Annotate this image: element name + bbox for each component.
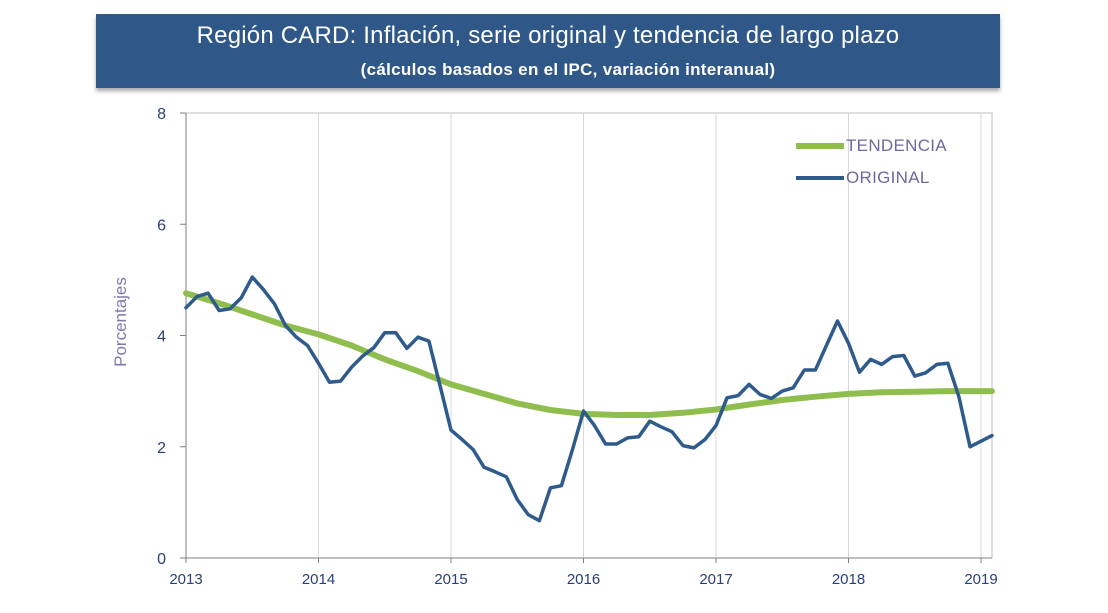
y-tick-label-2: 2 [157, 440, 166, 457]
chart-title: Región CARD: Inflación, serie original y… [196, 22, 900, 49]
legend-item-original: ORIGINAL [796, 162, 947, 194]
legend-label-original: ORIGINAL [846, 168, 930, 187]
chart-subtitle: (cálculos basados en el IPC, variación i… [360, 60, 776, 79]
series-line-original [184, 275, 994, 523]
legend-label-tendencia: TENDENCIA [846, 136, 947, 155]
x-tick-label-2018: 2018 [832, 571, 865, 588]
x-tick-label-2013: 2013 [169, 571, 202, 588]
y-axis-label: Porcentajes [111, 277, 130, 367]
chart-title-banner: Región CARD: Inflación, serie original y… [96, 14, 1000, 88]
y-tick-label-0: 0 [157, 551, 166, 568]
x-tick-label-2019: 2019 [964, 571, 997, 588]
legend-item-tendencia: TENDENCIA [796, 130, 947, 162]
x-tick-label-2017: 2017 [699, 571, 732, 588]
series-line-tendencia [183, 290, 995, 418]
x-tick-label-2016: 2016 [567, 571, 600, 588]
x-tick-label-2014: 2014 [302, 571, 335, 588]
y-tick-label-6: 6 [157, 217, 166, 234]
x-tick-label-2015: 2015 [434, 571, 467, 588]
y-tick-label-8: 8 [157, 106, 166, 123]
y-tick-label-4: 4 [157, 329, 166, 346]
legend-swatch-tendencia [796, 143, 844, 149]
legend-swatch-original [796, 176, 844, 180]
chart-legend: TENDENCIA ORIGINAL [796, 130, 947, 194]
